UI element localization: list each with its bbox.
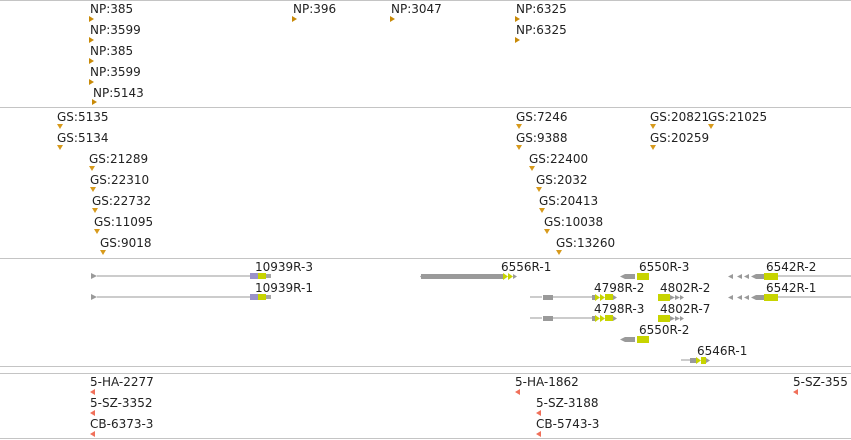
np-feature-label: NP:3599 bbox=[90, 65, 141, 79]
transcript-4802R-7[interactable] bbox=[658, 315, 684, 322]
gs-feature-label: GS:22310 bbox=[90, 173, 150, 187]
transcript-label[interactable]: 4798R-3 bbox=[594, 302, 645, 316]
track-separator bbox=[0, 366, 851, 367]
down-triangle-icon bbox=[92, 208, 98, 213]
gs-feature-label: GS:7246 bbox=[516, 110, 568, 124]
right-triangle-icon bbox=[89, 58, 94, 64]
right-triangle-icon bbox=[292, 16, 297, 22]
transcript-label[interactable]: 4802R-2 bbox=[660, 281, 711, 295]
right-triangle-icon bbox=[89, 37, 94, 43]
transcript-6550R-3[interactable] bbox=[620, 273, 649, 280]
transcript-6542R-1[interactable] bbox=[728, 294, 851, 301]
left-triangle-icon bbox=[90, 431, 95, 437]
oligo-feature-label: 5-HA-1862 bbox=[515, 375, 579, 389]
down-triangle-icon bbox=[90, 187, 96, 192]
transcript-4798R-3[interactable] bbox=[530, 315, 617, 322]
oligo-feature-label: 5-SZ-355 bbox=[793, 375, 848, 389]
gs-feature-label: GS:5134 bbox=[57, 131, 109, 145]
track-separator bbox=[0, 258, 851, 259]
transcript-label[interactable]: 6550R-2 bbox=[639, 323, 690, 337]
transcript-6550R-2[interactable] bbox=[620, 336, 649, 343]
np-feature-label: NP:396 bbox=[293, 2, 337, 16]
right-triangle-icon bbox=[89, 16, 94, 22]
gs-feature-label: GS:20259 bbox=[650, 131, 710, 145]
down-triangle-icon bbox=[539, 208, 545, 213]
down-triangle-icon bbox=[94, 229, 100, 234]
transcript-4802R-2[interactable] bbox=[658, 294, 684, 301]
down-triangle-icon bbox=[536, 187, 542, 192]
transcript-label[interactable]: 4802R-7 bbox=[660, 302, 711, 316]
transcript-label[interactable]: 4798R-2 bbox=[594, 281, 645, 295]
gs-feature-label: GS:20821 bbox=[650, 110, 710, 124]
down-triangle-icon bbox=[100, 250, 106, 255]
gs-feature-label: GS:5135 bbox=[57, 110, 109, 124]
transcript-6546R-1[interactable] bbox=[681, 357, 710, 364]
np-feature-label: NP:6325 bbox=[516, 2, 567, 16]
down-triangle-icon bbox=[57, 145, 63, 150]
track-separator bbox=[0, 0, 851, 1]
down-triangle-icon bbox=[516, 145, 522, 150]
gs-feature-label: GS:2032 bbox=[536, 173, 588, 187]
right-triangle-icon bbox=[515, 37, 520, 43]
transcript-label[interactable]: 6550R-3 bbox=[639, 260, 690, 274]
left-triangle-icon bbox=[793, 389, 798, 395]
np-feature-label: NP:3599 bbox=[90, 23, 141, 37]
down-triangle-icon bbox=[57, 124, 63, 129]
transcript-label[interactable]: 6542R-2 bbox=[766, 260, 817, 274]
gs-feature-label: GS:22400 bbox=[529, 152, 589, 166]
down-triangle-icon bbox=[544, 229, 550, 234]
transcript-label[interactable]: 6542R-1 bbox=[766, 281, 817, 295]
oligo-feature-label: CB-5743-3 bbox=[536, 417, 600, 431]
down-triangle-icon bbox=[89, 166, 95, 171]
right-triangle-icon bbox=[390, 16, 395, 22]
gs-feature-label: GS:13260 bbox=[556, 236, 616, 250]
down-triangle-icon bbox=[556, 250, 562, 255]
down-triangle-icon bbox=[516, 124, 522, 129]
np-feature-label: NP:385 bbox=[90, 2, 134, 16]
oligo-feature-label: CB-6373-3 bbox=[90, 417, 154, 431]
left-triangle-icon bbox=[90, 389, 95, 395]
oligo-feature-label: 5-HA-2277 bbox=[90, 375, 154, 389]
transcript-4798R-2[interactable] bbox=[530, 294, 617, 301]
track-separator bbox=[0, 438, 851, 439]
np-feature-label: NP:3047 bbox=[391, 2, 442, 16]
transcript-label[interactable]: 10939R-1 bbox=[255, 281, 313, 295]
transcript-10939R-3[interactable] bbox=[91, 273, 271, 279]
gs-feature-label: GS:22732 bbox=[92, 194, 152, 208]
gs-feature-label: GS:21025 bbox=[708, 110, 768, 124]
transcript-6556R-1[interactable] bbox=[420, 273, 517, 280]
left-triangle-icon bbox=[515, 389, 520, 395]
right-triangle-icon bbox=[515, 16, 520, 22]
np-feature-label: NP:385 bbox=[90, 44, 134, 58]
down-triangle-icon bbox=[529, 166, 535, 171]
gs-feature-label: GS:9018 bbox=[100, 236, 152, 250]
left-triangle-icon bbox=[536, 431, 541, 437]
transcript-label[interactable]: 6546R-1 bbox=[697, 344, 748, 358]
gs-feature-label: GS:21289 bbox=[89, 152, 149, 166]
transcript-6542R-2[interactable] bbox=[728, 273, 851, 280]
track-separator bbox=[0, 107, 851, 108]
transcript-10939R-1[interactable] bbox=[91, 294, 271, 300]
np-feature-label: NP:6325 bbox=[516, 23, 567, 37]
down-triangle-icon bbox=[650, 124, 656, 129]
gs-feature-label: GS:11095 bbox=[94, 215, 154, 229]
right-triangle-icon bbox=[92, 99, 97, 105]
left-triangle-icon bbox=[90, 410, 95, 416]
down-triangle-icon bbox=[650, 145, 656, 150]
gs-feature-label: GS:9388 bbox=[516, 131, 568, 145]
right-triangle-icon bbox=[89, 79, 94, 85]
track-separator bbox=[0, 373, 851, 374]
left-triangle-icon bbox=[536, 410, 541, 416]
transcript-label[interactable]: 10939R-3 bbox=[255, 260, 313, 274]
oligo-feature-label: 5-SZ-3352 bbox=[90, 396, 153, 410]
down-triangle-icon bbox=[708, 124, 714, 129]
np-feature-label: NP:5143 bbox=[93, 86, 144, 100]
gs-feature-label: GS:10038 bbox=[544, 215, 604, 229]
transcript-label[interactable]: 6556R-1 bbox=[501, 260, 552, 274]
gs-feature-label: GS:20413 bbox=[539, 194, 599, 208]
oligo-feature-label: 5-SZ-3188 bbox=[536, 396, 599, 410]
